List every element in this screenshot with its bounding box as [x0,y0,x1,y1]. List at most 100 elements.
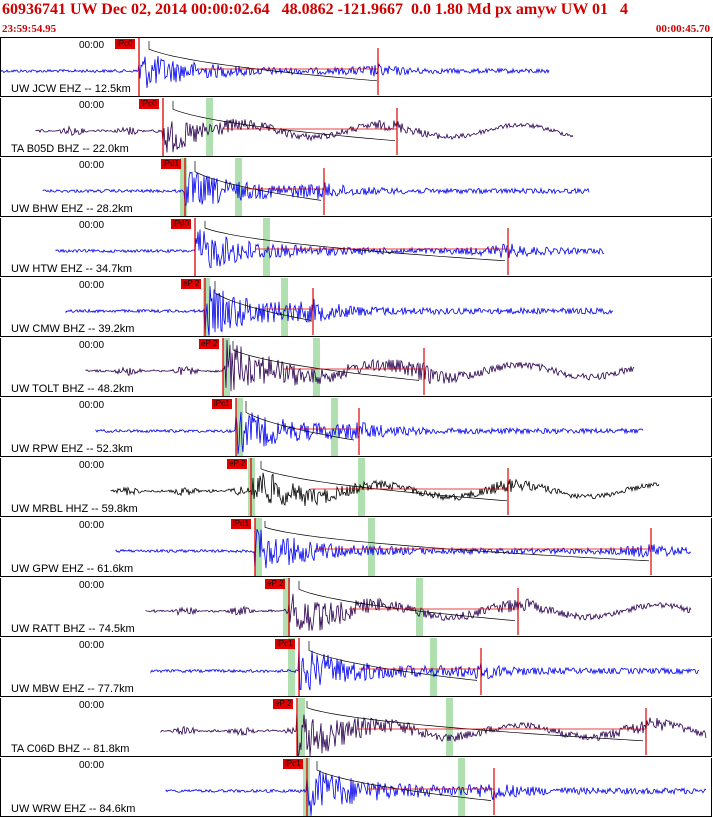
phase-window-marker [313,338,320,396]
trace-panel: 00:00 eP 2 TA C06D BHZ -- 81.8km [0,698,712,757]
seismogram-trace [115,529,691,570]
trace-panel: 00:00 iPc0 TA B05D BHZ -- 22.0km [0,98,712,157]
header: 60936741 UW Dec 02, 2014 00:00:02.64 48.… [0,0,713,38]
seismogram-trace [110,472,660,507]
coda-decay-curve [148,41,378,82]
station-label: UW MBW EHZ -- 77.7km [11,683,134,695]
event-title: 60936741 UW Dec 02, 2014 00:00:02.64 48.… [2,1,629,18]
trace-list: 00:00 iPc0 UW JCW EHZ -- 12.5km 00:00 iPc0 TA… [0,37,713,819]
station-label: UW JCW EHZ -- 12.5km [11,83,131,95]
trace-panel: 00:00 iPc0 UW JCW EHZ -- 12.5km [0,38,712,97]
pick-label[interactable]: iPc1 [275,639,295,649]
trace-time-label: 00:00 [79,340,105,351]
trace-panel: 00:00 iPc1 UW MBW EHZ -- 77.7km [0,638,712,697]
trace-panel: 00:00 iPc1 UW RPW EHZ -- 52.3km [0,398,712,457]
station-label: UW MRBL HHZ -- 59.8km [11,503,138,515]
trace-time-label: 00:00 [79,640,105,651]
waveform-canvas [115,518,691,576]
phase-window-marker [255,518,262,576]
pick-label[interactable]: iPd1 [161,159,182,169]
pick-label[interactable]: iPd1 [231,519,252,529]
phase-window-marker [288,638,295,696]
coda-decay-curve [204,221,506,262]
station-label: UW RPW EHZ -- 52.3km [11,443,133,455]
phase-window-marker [458,758,465,816]
phase-window-marker [281,278,288,336]
phase-window-marker [298,698,305,756]
waveform-canvas [150,638,700,696]
pick-label[interactable]: iPc1 [212,399,232,409]
pick-label[interactable]: iPd0 [171,219,192,229]
seismogram-trace [150,646,700,691]
station-label: UW BHW EHZ -- 28.2km [11,203,133,215]
station-label: UW WRW EHZ -- 84.6km [11,803,136,815]
station-label: TA B05D BHZ -- 22.0km [11,143,129,155]
waveform-canvas [160,698,707,756]
phase-window-marker [416,578,423,636]
trace-time-label: 00:00 [79,760,105,771]
seismogram-trace [55,229,605,269]
station-label: UW GPW EHZ -- 61.6km [11,563,134,575]
station-label: UW TOLT BHZ -- 48.2km [11,383,134,395]
seismogram-trace [42,171,590,206]
waveform-canvas [35,98,574,156]
phase-window-marker [331,398,338,456]
waveform-canvas [110,458,660,516]
phase-window-marker [263,218,270,276]
pick-label[interactable]: eP 2 [273,699,294,709]
trace-time-label: 00:00 [79,220,105,231]
trace-panel: 00:00 iPd1 UW GPW EHZ -- 61.6km [0,518,712,577]
waveform-canvas [85,338,635,396]
waveform-canvas [42,158,590,216]
pick-label[interactable]: eP 2 [199,339,220,349]
pick-label[interactable]: iPc0 [115,39,135,49]
seismogram-trace [65,286,614,336]
trace-panel: 00:00 eP 2 UW CMW BHZ -- 39.2km [0,278,712,337]
seismogram-trace [1,55,550,89]
pick-label[interactable]: iPc0 [139,99,159,109]
pick-label[interactable]: eP 2 [227,459,248,469]
phase-window-marker [446,698,453,756]
trace-panel: 00:00 eP 2 UW TOLT BHZ -- 48.2km [0,338,712,397]
seismogram-trace [35,118,574,153]
seismogram-trace [85,339,635,392]
phase-window-marker [180,158,187,216]
station-label: UW HTW EHZ -- 34.7km [11,263,132,275]
waveform-canvas [65,278,614,336]
seismogram-trace [165,770,707,816]
trace-time-label: 00:00 [79,520,105,531]
trace-time-label: 00:00 [79,100,105,111]
trace-time-label: 00:00 [79,460,105,471]
seismogram-trace [145,593,692,631]
pick-label[interactable]: eP 2 [265,579,286,589]
end-time: 00:00:45.70 [655,23,710,35]
trace-time-label: 00:00 [79,400,105,411]
trace-time-label: 00:00 [79,280,105,291]
pick-label[interactable]: iPc1 [283,759,303,769]
station-label: TA C06D BHZ -- 81.8km [11,743,130,755]
waveform-canvas [95,398,644,456]
waveform-canvas [165,758,707,816]
phase-window-marker [430,638,437,696]
pick-label[interactable]: eP 2 [181,279,202,289]
waveform-canvas [1,38,550,96]
trace-panel: 00:00 iPd0 UW HTW EHZ -- 34.7km [0,218,712,277]
trace-time-label: 00:00 [79,40,105,51]
trace-time-label: 00:00 [79,700,105,711]
waveform-canvas [145,578,692,636]
coda-decay-curve [214,281,312,321]
seismogram-trace [95,411,644,455]
waveform-canvas [55,218,605,276]
trace-time-label: 00:00 [79,580,105,591]
phase-window-marker [283,578,290,636]
seismogram-trace [160,710,707,756]
trace-panel: 00:00 eP 2 UW RATT BHZ -- 74.5km [0,578,712,637]
start-time: 23:59:54.95 [2,23,57,35]
trace-panel: 00:00 iPc1 UW WRW EHZ -- 84.6km [0,758,712,817]
phase-window-marker [368,518,375,576]
station-label: UW RATT BHZ -- 74.5km [11,623,135,635]
station-label: UW CMW BHZ -- 39.2km [11,323,135,335]
trace-time-label: 00:00 [79,160,105,171]
trace-panel: 00:00 eP 2 UW MRBL HHZ -- 59.8km [0,458,712,517]
trace-panel: 00:00 iPd1 UW BHW EHZ -- 28.2km [0,158,712,217]
